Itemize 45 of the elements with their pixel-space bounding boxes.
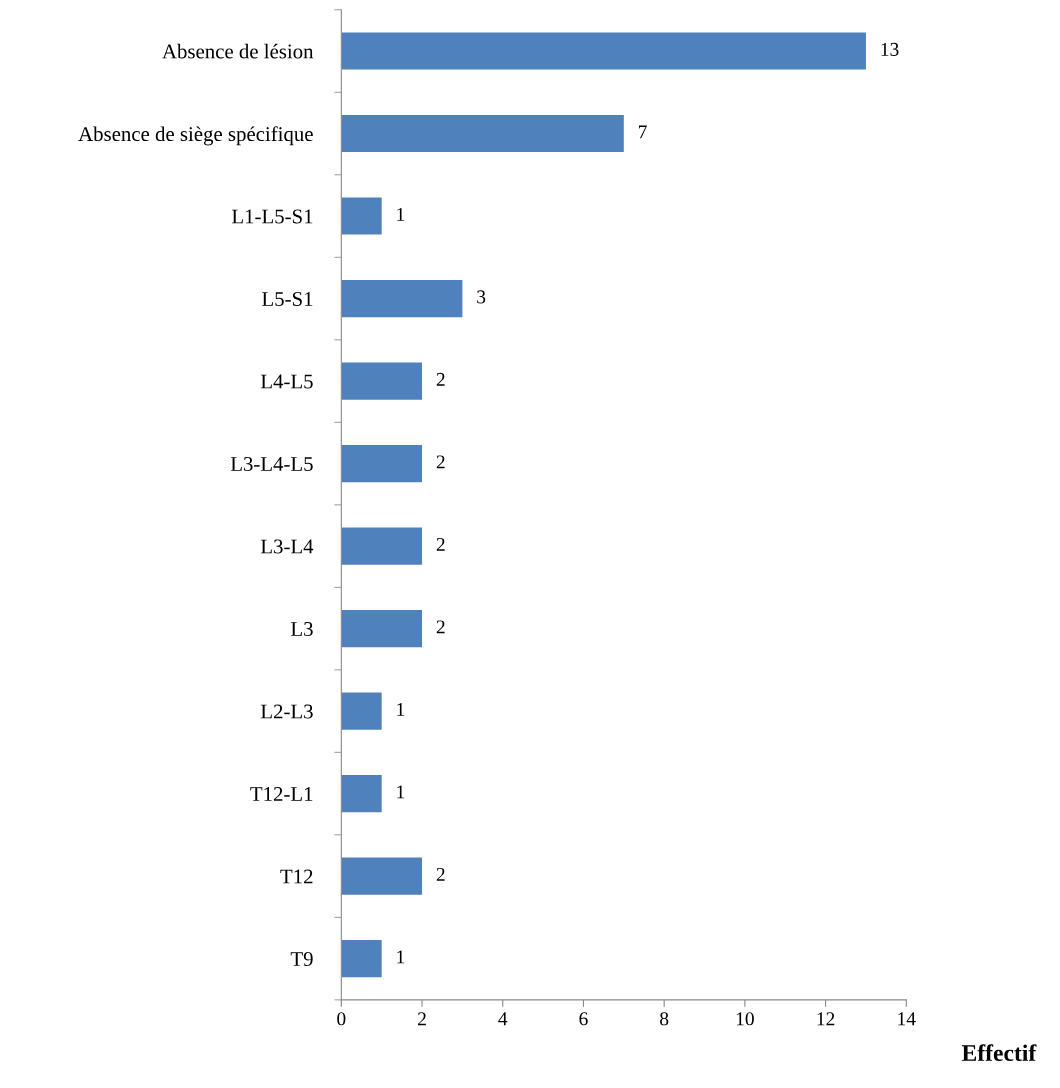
x-tick-label: 12 — [817, 1012, 835, 1026]
bar — [341, 940, 382, 978]
bar — [341, 32, 866, 70]
x-axis-title: Effectif — [961, 1044, 1037, 1062]
x-tick-label: 14 — [898, 1012, 916, 1026]
x-tick-label: 8 — [660, 1012, 669, 1026]
bar — [341, 114, 624, 153]
data-label: 7 — [638, 125, 647, 139]
bar — [341, 445, 423, 483]
bar — [341, 197, 382, 235]
y-tick-label: L2-L3 — [260, 704, 313, 719]
data-label: 2 — [436, 620, 445, 634]
bar — [341, 527, 423, 565]
bar — [341, 610, 423, 648]
data-label: 1 — [397, 207, 405, 221]
y-tick-label: T9 — [290, 952, 313, 967]
y-tick-label: T12 — [280, 869, 313, 884]
data-label: 1 — [397, 702, 405, 716]
bar — [341, 857, 423, 895]
y-tick-label: Absence de lésion — [162, 43, 314, 59]
x-tick-label: 4 — [498, 1012, 508, 1026]
bar — [341, 775, 382, 813]
x-tick-label: 2 — [418, 1012, 426, 1026]
y-tick-label: Absence de siège spécifique — [78, 126, 313, 146]
data-label: 2 — [436, 372, 445, 386]
data-label: 2 — [436, 455, 445, 469]
y-tick-label: T12-L1 — [250, 787, 313, 801]
data-label: 2 — [436, 537, 445, 551]
data-label: 13 — [881, 42, 899, 56]
data-label: 2 — [436, 867, 445, 881]
x-tick-label: 0 — [337, 1012, 346, 1026]
bar — [341, 280, 463, 318]
y-tick-label: L4-L5 — [260, 374, 313, 389]
y-tick-label: L5-S1 — [262, 292, 313, 306]
y-tick-label: L1-L5-S1 — [231, 209, 313, 224]
y-tick-label: L3 — [291, 622, 313, 637]
y-tick-label: L3-L4-L5 — [230, 457, 313, 472]
data-label: 1 — [397, 950, 405, 964]
data-label: 1 — [397, 785, 405, 799]
bar — [341, 692, 382, 730]
bar — [341, 362, 423, 400]
y-tick-label: L3-L4 — [260, 539, 314, 554]
x-tick-label: 6 — [579, 1012, 588, 1026]
data-label: 3 — [477, 290, 486, 304]
x-tick-label: 10 — [736, 1012, 754, 1026]
